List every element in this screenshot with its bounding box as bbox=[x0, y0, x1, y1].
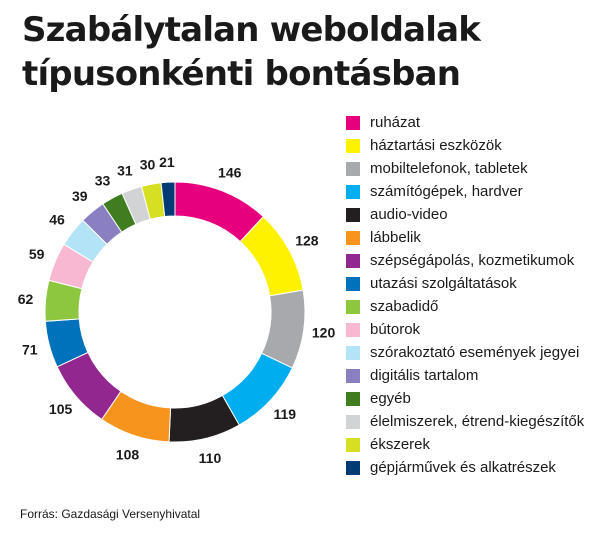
legend-swatch bbox=[346, 415, 360, 429]
legend-label: számítógépek, hardver bbox=[370, 183, 523, 200]
legend-label: élelmiszerek, étrend-kiegészítők bbox=[370, 413, 585, 430]
legend-item: lábbelik bbox=[346, 229, 596, 246]
chart-title-line-2: típusonkénti bontásban bbox=[22, 54, 461, 94]
slice-value-label: 110 bbox=[199, 450, 222, 466]
legend-item: ruházat bbox=[346, 114, 596, 131]
legend-label: utazási szolgáltatások bbox=[370, 275, 517, 292]
legend-swatch bbox=[346, 369, 360, 383]
legend-label: szórakoztató események jegyei bbox=[370, 344, 580, 361]
legend-swatch bbox=[346, 277, 360, 291]
legend: ruházat háztartási eszközök mobiltelefonok… bbox=[346, 114, 596, 482]
legend-swatch bbox=[346, 185, 360, 199]
slice-value-label: 146 bbox=[218, 164, 242, 180]
legend-item: egyéb bbox=[346, 390, 596, 407]
legend-swatch bbox=[346, 300, 360, 314]
legend-label: ékszerek bbox=[370, 436, 431, 453]
legend-item: utazási szolgáltatások bbox=[346, 275, 596, 292]
legend-item: audio-video bbox=[346, 206, 596, 223]
slice-value-label: 21 bbox=[159, 154, 175, 170]
slice-value-label: 62 bbox=[18, 291, 34, 307]
donut-value-labels: 146 128 120 119 110 108 105 71 62 59 46 39 33 31 30 21 bbox=[18, 154, 336, 466]
legend-swatch bbox=[346, 162, 360, 176]
slice-value-label: 30 bbox=[140, 157, 156, 173]
slice-value-label: 39 bbox=[72, 188, 88, 204]
slice-value-label: 105 bbox=[49, 401, 73, 417]
chart-title: Szabálytalan weboldalak típusonkénti bon… bbox=[22, 8, 481, 96]
legend-item: élelmiszerek, étrend-kiegészítők bbox=[346, 413, 596, 430]
slice-value-label: 119 bbox=[273, 406, 296, 422]
donut-slice bbox=[160, 181, 176, 218]
legend-swatch bbox=[346, 323, 360, 337]
legend-item: mobiltelefonok, tabletek bbox=[346, 160, 596, 177]
legend-item: szépségápolás, kozmetikumok bbox=[346, 252, 596, 269]
legend-label: szépségápolás, kozmetikumok bbox=[370, 252, 575, 269]
legend-item: ékszerek bbox=[346, 436, 596, 453]
legend-swatch bbox=[346, 231, 360, 245]
legend-label: háztartási eszközök bbox=[370, 137, 502, 154]
donut-slices bbox=[44, 181, 306, 443]
legend-swatch bbox=[346, 116, 360, 130]
slice-value-label: 128 bbox=[295, 233, 319, 249]
slice-value-label: 108 bbox=[116, 446, 140, 462]
legend-label: bútorok bbox=[370, 321, 421, 338]
legend-item: digitális tartalom bbox=[346, 367, 596, 384]
legend-item: szórakoztató események jegyei bbox=[346, 344, 596, 361]
legend-item: háztartási eszközök bbox=[346, 137, 596, 154]
legend-swatch bbox=[346, 254, 360, 268]
legend-item: szabadidő bbox=[346, 298, 596, 315]
legend-swatch bbox=[346, 346, 360, 360]
legend-label: szabadidő bbox=[370, 298, 439, 315]
legend-swatch bbox=[346, 392, 360, 406]
legend-label: digitális tartalom bbox=[370, 367, 479, 384]
legend-swatch bbox=[346, 438, 360, 452]
chart-title-line-1: Szabálytalan weboldalak bbox=[22, 10, 481, 50]
legend-label: egyéb bbox=[370, 390, 411, 407]
legend-item: gépjárművek és alkatrészek bbox=[346, 459, 596, 476]
legend-label: audio-video bbox=[370, 206, 448, 223]
source-note: Forrás: Gazdasági Versenyhivatal bbox=[20, 507, 201, 521]
slice-value-label: 33 bbox=[95, 173, 111, 189]
legend-swatch bbox=[346, 208, 360, 222]
slice-value-label: 31 bbox=[117, 163, 133, 179]
legend-label: ruházat bbox=[370, 114, 421, 131]
legend-item: bútorok bbox=[346, 321, 596, 338]
slice-value-label: 71 bbox=[22, 342, 38, 358]
legend-label: gépjárművek és alkatrészek bbox=[370, 459, 556, 476]
legend-swatch bbox=[346, 461, 360, 475]
slice-value-label: 59 bbox=[29, 246, 45, 262]
slice-value-label: 120 bbox=[312, 325, 336, 341]
legend-swatch bbox=[346, 139, 360, 153]
legend-label: lábbelik bbox=[370, 229, 421, 246]
legend-label: mobiltelefonok, tabletek bbox=[370, 160, 528, 177]
slice-value-label: 46 bbox=[49, 211, 65, 227]
legend-item: számítógépek, hardver bbox=[346, 183, 596, 200]
